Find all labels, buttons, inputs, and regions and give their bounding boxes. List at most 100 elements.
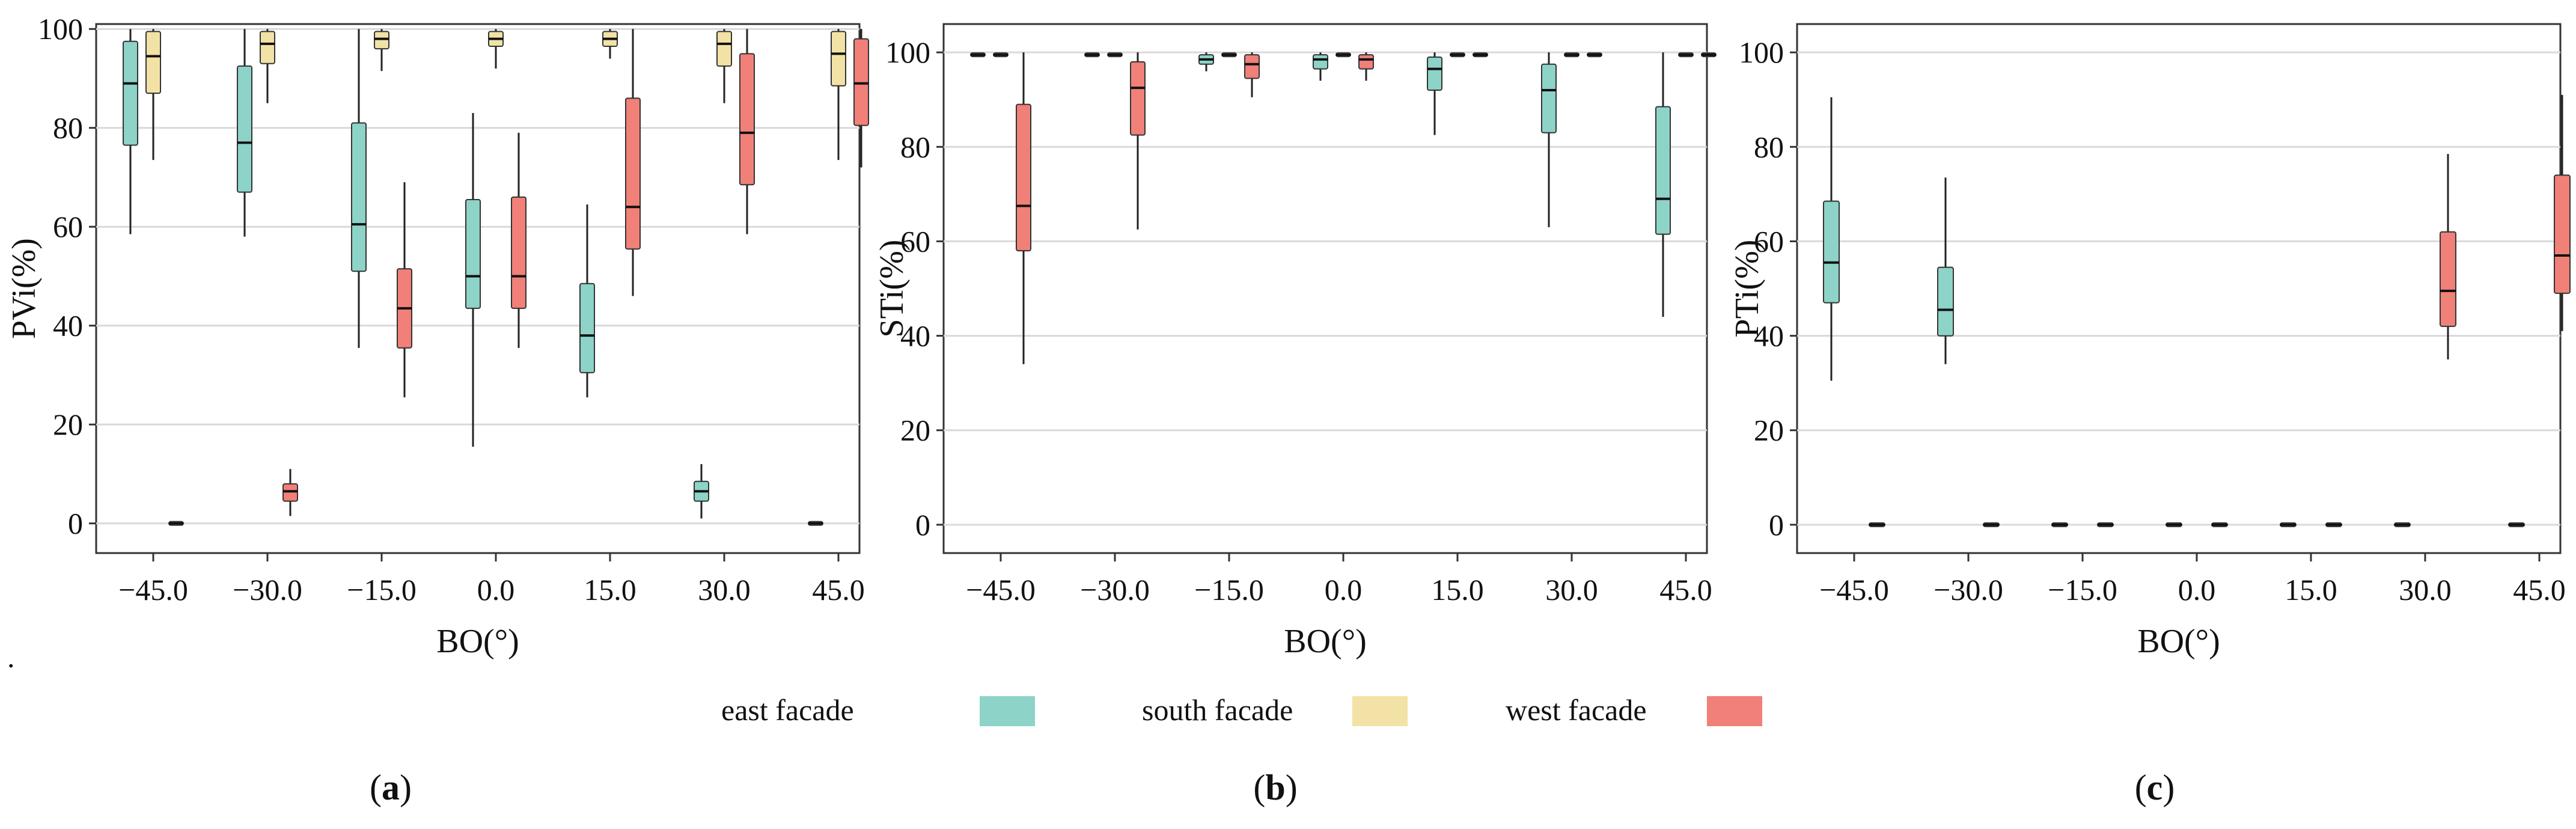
box-b-east-facade-3 (1313, 52, 1328, 81)
box-body (374, 31, 389, 50)
box-b-east-facade-5 (1541, 52, 1557, 227)
box-body (1823, 200, 1840, 304)
box-b-west-facade-4 (1473, 52, 1488, 58)
y-tick-labels-b: 0 20 40 60 80 100 (885, 35, 944, 542)
plot-frame-b (942, 23, 1708, 554)
y-axis-title-c: PTi(%) (1729, 240, 1766, 338)
x-tick-label-b-3: 0.0 (1325, 573, 1363, 607)
box-b-west-facade-6 (1701, 52, 1717, 58)
x-tick-label-b-2: −15.0 (1194, 573, 1264, 607)
box-b-east-facade-1 (1084, 52, 1100, 58)
box-a-south-facade-3 (488, 29, 504, 69)
box-c-east-facade-1 (1937, 177, 1954, 364)
x-tick-label-c-1: −30.0 (1934, 573, 2003, 607)
x-tick-labels-c: −45.0 −30.0 −15.0 0.0 15.0 30.0 45.0 (1819, 553, 2566, 607)
box-a-west-facade-0 (168, 521, 184, 526)
box-body (260, 31, 275, 64)
x-tick-label-a-4: 15.0 (584, 573, 636, 607)
panel-label-b-close: ) (1286, 768, 1298, 807)
box-body (1358, 54, 1374, 70)
box-b-south-facade-5 (1564, 52, 1579, 58)
box-c-east-facade-3 (2165, 522, 2182, 527)
panel-label-b-letter: b (1265, 768, 1285, 807)
box-body (1130, 61, 1146, 136)
box-a-south-facade-1 (260, 29, 275, 103)
box-body (579, 283, 595, 373)
box-b-east-facade-6 (1655, 52, 1671, 317)
panel-label-b-open: ( (1253, 768, 1265, 807)
legend-swatch-east (980, 696, 1035, 726)
panel-a: 0 20 40 60 80 100 −45.0 −30.0 −15.0 0.0 15.0 30.0 4… (5, 12, 869, 660)
box-b-south-facade-2 (1221, 52, 1237, 58)
box-a-west-facade-6 (853, 29, 869, 168)
box-a-south-facade-6 (831, 29, 846, 161)
y-tick-label-a-40: 40 (53, 309, 83, 343)
panel-label-a-open: ( (370, 768, 382, 807)
y-tick-label-c-20: 20 (1754, 414, 1784, 447)
box-b-west-facade-2 (1244, 52, 1260, 97)
box-c-east-facade-6 (2508, 522, 2525, 527)
box-b-west-facade-1 (1130, 52, 1146, 230)
x-tick-label-c-0: −45.0 (1819, 573, 1889, 607)
y-tick-label-a-0: 0 (68, 507, 83, 540)
y-axis-title-b: STi(%) (873, 240, 911, 338)
box-a-west-facade-1 (282, 469, 298, 516)
x-tick-label-a-1: −30.0 (233, 573, 302, 607)
panel-label-a-close: ) (400, 768, 412, 807)
x-tick-label-b-0: −45.0 (966, 573, 1036, 607)
legend-label-west: west facade (1506, 693, 1647, 727)
panel-label-c-close: ) (2162, 768, 2175, 807)
box-a-west-facade-3 (511, 132, 526, 348)
box-a-east-facade-3 (465, 113, 481, 447)
box-c-west-facade-0 (1869, 522, 1885, 527)
x-tick-labels-b: −45.0 −30.0 −15.0 0.0 15.0 30.0 45.0 (966, 553, 1712, 607)
y-tick-label-b-40: 40 (900, 319, 930, 353)
y-tick-label-c-60: 60 (1754, 224, 1784, 258)
panel-label-b: (b) (1253, 768, 1297, 807)
panel-b: 0 20 40 60 80 100 −45.0 −30.0 −15.0 0.0 15.0 30.0 4… (873, 23, 1717, 660)
y-tick-label-a-20: 20 (53, 408, 83, 441)
box-body (1541, 63, 1557, 133)
box-a-east-facade-0 (123, 29, 138, 234)
box-c-east-facade-0 (1823, 97, 1840, 381)
x-axis-title-a: BO(°) (436, 623, 519, 660)
box-body (1937, 266, 1954, 337)
y-tick-label-a-80: 80 (53, 111, 83, 145)
box-body (351, 122, 367, 272)
x-tick-label-c-4: 15.0 (2285, 573, 2337, 607)
box-body (123, 40, 138, 146)
box-body (465, 198, 481, 309)
box-b-east-facade-0 (970, 52, 986, 58)
legend-label-east: east facade (721, 693, 854, 727)
box-c-west-facade-1 (1983, 522, 2000, 527)
x-axis-title-b: BO(°) (1284, 623, 1366, 660)
y-tick-label-a-100: 100 (38, 12, 83, 46)
x-tick-label-a-2: −15.0 (347, 573, 417, 607)
boxes-a (123, 29, 869, 526)
box-b-west-facade-5 (1587, 52, 1602, 58)
box-body (739, 53, 755, 186)
box-body (145, 31, 161, 94)
box-b-south-facade-4 (1450, 52, 1465, 58)
x-tick-label-a-5: 30.0 (698, 573, 751, 607)
box-a-west-facade-4 (625, 29, 641, 296)
x-tick-label-a-6: 45.0 (812, 573, 865, 607)
legend-label-south: south facade (1142, 693, 1293, 727)
box-body (1313, 54, 1328, 70)
panel-label-c-open: ( (2135, 768, 2147, 807)
x-tick-label-b-4: 15.0 (1431, 573, 1484, 607)
box-a-south-facade-0 (145, 29, 161, 161)
box-a-east-facade-1 (237, 29, 252, 237)
y-tick-label-a-60: 60 (53, 210, 83, 243)
x-tick-label-a-3: 0.0 (477, 573, 515, 607)
box-a-west-facade-5 (739, 29, 755, 234)
y-tick-label-c-80: 80 (1754, 130, 1784, 164)
stray-mark: . (7, 640, 15, 674)
x-tick-label-c-2: −15.0 (2048, 573, 2117, 607)
box-c-west-facade-5 (2440, 154, 2456, 359)
x-tick-label-b-5: 30.0 (1545, 573, 1598, 607)
y-axis-title-a: PVi(%) (5, 238, 43, 339)
box-body (1655, 106, 1671, 235)
box-c-east-facade-5 (2394, 522, 2411, 527)
box-a-east-facade-4 (579, 204, 595, 397)
